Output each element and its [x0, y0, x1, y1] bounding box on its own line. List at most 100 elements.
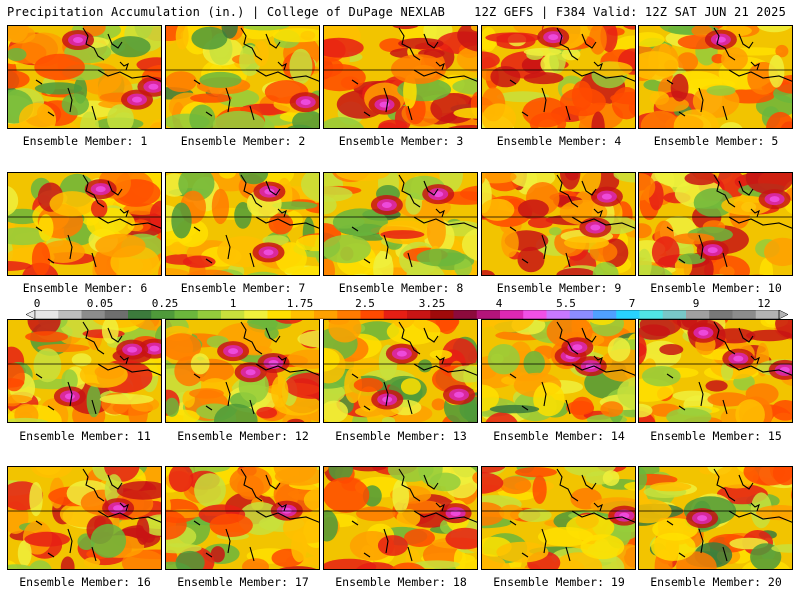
coastline: [277, 502, 287, 512]
legend-swatch: [128, 310, 152, 319]
coastline: [666, 520, 674, 526]
coastline: [423, 33, 439, 49]
legend-swatch: [593, 310, 617, 319]
coastline: [738, 327, 754, 343]
legend-label: 5.5: [556, 297, 576, 310]
coastline: [277, 208, 287, 218]
coastline: [35, 226, 43, 232]
coastline: [698, 87, 704, 113]
coastline: [47, 405, 55, 411]
coastline: [351, 520, 359, 526]
legend-label: 7: [628, 297, 636, 310]
coastline: [249, 252, 255, 268]
coastline: [728, 363, 792, 376]
coastline: [556, 27, 579, 61]
member-4-map: [481, 25, 636, 129]
member-caption: Ensemble Member: 19: [493, 575, 625, 589]
coastline: [565, 546, 571, 562]
coastline: [67, 234, 73, 260]
legend-swatch: [453, 310, 478, 319]
coastline: [107, 474, 123, 490]
member-caption: Ensemble Member: 2: [180, 134, 306, 148]
member-20-map: [638, 466, 793, 570]
coastline: [240, 321, 263, 355]
coastline: [556, 174, 579, 208]
coastline: [713, 174, 736, 208]
coastline: [82, 468, 105, 502]
coastline: [205, 405, 213, 411]
coastline: [383, 87, 389, 113]
coastline: [91, 105, 97, 121]
coastline: [255, 363, 319, 376]
member-7-map: [165, 172, 320, 276]
coastline: [407, 252, 413, 268]
legend-swatch: [686, 310, 710, 319]
member-5-map: [638, 25, 793, 129]
coastline: [119, 61, 129, 71]
coastline: [413, 69, 477, 82]
member-caption: Ensemble Member: 14: [493, 429, 625, 443]
member-2-map: [165, 25, 320, 129]
coastline: [541, 87, 547, 113]
member-17-map: [165, 466, 320, 570]
precip-field: [166, 467, 319, 569]
coastline: [593, 502, 603, 512]
coastline: [678, 258, 686, 264]
coastline: [97, 510, 161, 523]
coastline: [593, 208, 603, 218]
legend-swatch: [151, 310, 175, 319]
coastline: [240, 27, 263, 61]
coastline: [82, 174, 105, 208]
legend-swatch: [662, 310, 687, 319]
member-caption: Ensemble Member: 15: [650, 429, 782, 443]
legend-swatch: [616, 310, 640, 319]
legend-swatch: [639, 310, 664, 319]
member-caption: Ensemble Member: 9: [496, 281, 622, 295]
coastline: [713, 321, 736, 355]
coastline: [750, 355, 760, 365]
member-caption: Ensemble Member: 18: [335, 575, 467, 589]
legend-label: 12: [757, 297, 771, 310]
precip-field: [324, 173, 477, 275]
coastline: [750, 208, 760, 218]
precip-field: [324, 467, 477, 569]
coastline: [225, 528, 231, 554]
legend-min-arrow: [26, 310, 36, 319]
member-1-map: [7, 25, 162, 129]
coastline: [240, 174, 263, 208]
coastline: [571, 69, 635, 82]
coastline: [398, 27, 421, 61]
legend-swatch: [314, 310, 338, 319]
precip-field: [166, 320, 319, 422]
legend-swatch: [360, 310, 385, 319]
coastline: [509, 79, 517, 85]
coastline: [556, 321, 579, 355]
member-19-map: [481, 466, 636, 570]
member-caption: Ensemble Member: 6: [22, 281, 148, 295]
legend-label: 1: [229, 297, 237, 310]
coastline: [351, 79, 359, 85]
coastline: [541, 234, 547, 260]
coastline: [413, 363, 477, 376]
coastline: [363, 258, 371, 264]
coastline: [698, 528, 704, 554]
precip-field: [482, 26, 635, 128]
coastline: [107, 327, 123, 343]
legend-swatch: [221, 310, 245, 319]
coastline: [556, 468, 579, 502]
member-9-map: [481, 172, 636, 276]
coastline: [423, 327, 439, 343]
coastline: [713, 468, 736, 502]
coastline: [521, 111, 529, 117]
coastline: [193, 520, 201, 526]
precip-field: [8, 320, 161, 422]
coastline: [750, 502, 760, 512]
precip-field: [639, 26, 792, 128]
coastline: [398, 174, 421, 208]
legend-label: 0.25: [151, 297, 179, 310]
coastline: [107, 33, 123, 49]
coastline: [435, 355, 445, 365]
coastline: [722, 546, 728, 562]
member-caption: Ensemble Member: 11: [19, 429, 151, 443]
color-bar: [26, 310, 788, 319]
